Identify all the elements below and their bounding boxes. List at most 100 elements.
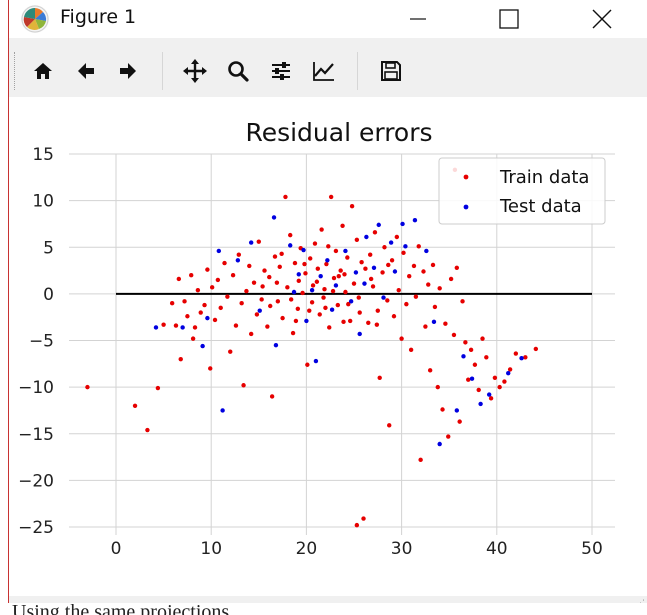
train-data-point bbox=[190, 336, 196, 341]
train-data-point bbox=[132, 403, 138, 408]
back-button[interactable] bbox=[69, 54, 103, 88]
save-button[interactable] bbox=[374, 54, 408, 88]
train-data-point bbox=[421, 269, 426, 274]
floppy-disk-icon bbox=[381, 61, 401, 81]
train-data-point bbox=[466, 377, 471, 382]
maximize-button[interactable] bbox=[486, 0, 532, 38]
train-data-point bbox=[312, 241, 318, 246]
train-data-point bbox=[293, 318, 299, 324]
train-data-point bbox=[451, 332, 457, 338]
y-tick-label: 10 bbox=[32, 192, 54, 212]
train-data-point bbox=[145, 427, 150, 433]
train-data-point bbox=[330, 288, 336, 294]
train-data-point bbox=[351, 281, 357, 286]
train-data-point bbox=[198, 310, 203, 315]
train-data-point bbox=[209, 285, 215, 290]
edit-curves-button[interactable] bbox=[307, 54, 341, 88]
train-data-point bbox=[173, 323, 179, 328]
train-data-point bbox=[454, 265, 460, 270]
train-data-point bbox=[374, 322, 380, 327]
train-data-point bbox=[391, 314, 397, 319]
magnifier-icon bbox=[228, 61, 249, 82]
test-data-point bbox=[333, 283, 339, 288]
train-data-point bbox=[241, 383, 246, 388]
test-data-point bbox=[318, 273, 323, 279]
title-bar[interactable]: Figure 1 bbox=[9, 0, 647, 38]
test-data-point bbox=[469, 376, 475, 381]
train-data-point bbox=[418, 457, 423, 463]
legend[interactable]: Train data Test data bbox=[438, 157, 606, 225]
zoom-button[interactable] bbox=[221, 54, 255, 88]
legend-test-marker bbox=[463, 204, 469, 210]
train-data-point bbox=[319, 227, 324, 232]
train-data-point bbox=[259, 297, 264, 302]
minimize-button[interactable] bbox=[395, 0, 441, 38]
train-data-point bbox=[497, 384, 502, 390]
close-button[interactable] bbox=[579, 0, 625, 38]
x-tick-label: 40 bbox=[486, 539, 508, 559]
train-data-point bbox=[382, 245, 387, 250]
train-data-point bbox=[314, 279, 320, 284]
x-tick-label: 10 bbox=[200, 539, 222, 559]
train-data-point bbox=[399, 336, 404, 341]
train-data-point bbox=[212, 317, 218, 323]
train-data-point bbox=[315, 266, 321, 271]
test-data-point bbox=[235, 258, 241, 263]
train-data-point bbox=[267, 274, 272, 280]
minimize-icon bbox=[410, 18, 426, 20]
test-data-point bbox=[424, 248, 429, 254]
train-data-point bbox=[343, 289, 348, 295]
train-data-point bbox=[262, 268, 267, 273]
train-data-point bbox=[176, 276, 182, 282]
train-data-point bbox=[248, 331, 254, 337]
train-data-point bbox=[326, 244, 331, 249]
pan-button[interactable] bbox=[178, 54, 212, 88]
test-data-point bbox=[180, 325, 185, 330]
forward-button[interactable] bbox=[111, 54, 145, 88]
train-data-point bbox=[155, 385, 161, 391]
train-data-point bbox=[274, 280, 280, 285]
train-data-point bbox=[295, 306, 301, 311]
test-data-point bbox=[273, 342, 279, 348]
test-data-point bbox=[304, 318, 309, 324]
train-data-point bbox=[492, 375, 498, 380]
test-data-point bbox=[362, 281, 367, 286]
test-data-point bbox=[412, 218, 418, 223]
arrow-left-icon bbox=[78, 63, 94, 79]
train-data-point bbox=[288, 297, 294, 302]
train-data-point bbox=[346, 301, 351, 307]
test-data-point bbox=[200, 343, 205, 349]
train-data-point bbox=[335, 302, 341, 308]
train-data-point bbox=[288, 232, 293, 238]
figure-canvas[interactable]: 0 10 20 30 40 50 15 10 5 0 −5 −10 −15 −20 −25 Residual… bbox=[9, 97, 647, 596]
train-data-point bbox=[225, 294, 230, 299]
background-document-line: Using the same projections bbox=[12, 603, 230, 615]
y-tick-label: −5 bbox=[29, 332, 54, 352]
train-data-point bbox=[178, 356, 183, 362]
home-button[interactable] bbox=[26, 54, 60, 88]
toolbar-grip[interactable] bbox=[14, 52, 17, 90]
test-data-point bbox=[371, 265, 377, 270]
train-data-point bbox=[380, 270, 385, 275]
train-data-point bbox=[386, 262, 391, 268]
subplots-button[interactable] bbox=[264, 54, 298, 88]
train-data-point bbox=[324, 261, 329, 267]
train-data-point bbox=[430, 262, 436, 268]
train-data-point bbox=[345, 255, 350, 260]
train-data-point bbox=[236, 252, 242, 257]
train-data-point bbox=[300, 290, 305, 296]
train-data-point bbox=[507, 367, 513, 372]
test-data-point bbox=[353, 270, 359, 275]
test-data-point bbox=[325, 258, 330, 263]
train-data-point bbox=[285, 285, 290, 290]
train-data-point bbox=[443, 321, 448, 326]
train-data-point bbox=[472, 362, 478, 367]
train-data-point bbox=[437, 286, 442, 291]
train-data-point bbox=[367, 252, 373, 257]
test-data-point bbox=[205, 315, 210, 321]
train-data-point bbox=[347, 318, 353, 324]
x-tick-label: 20 bbox=[296, 539, 318, 559]
test-data-point bbox=[403, 244, 408, 249]
